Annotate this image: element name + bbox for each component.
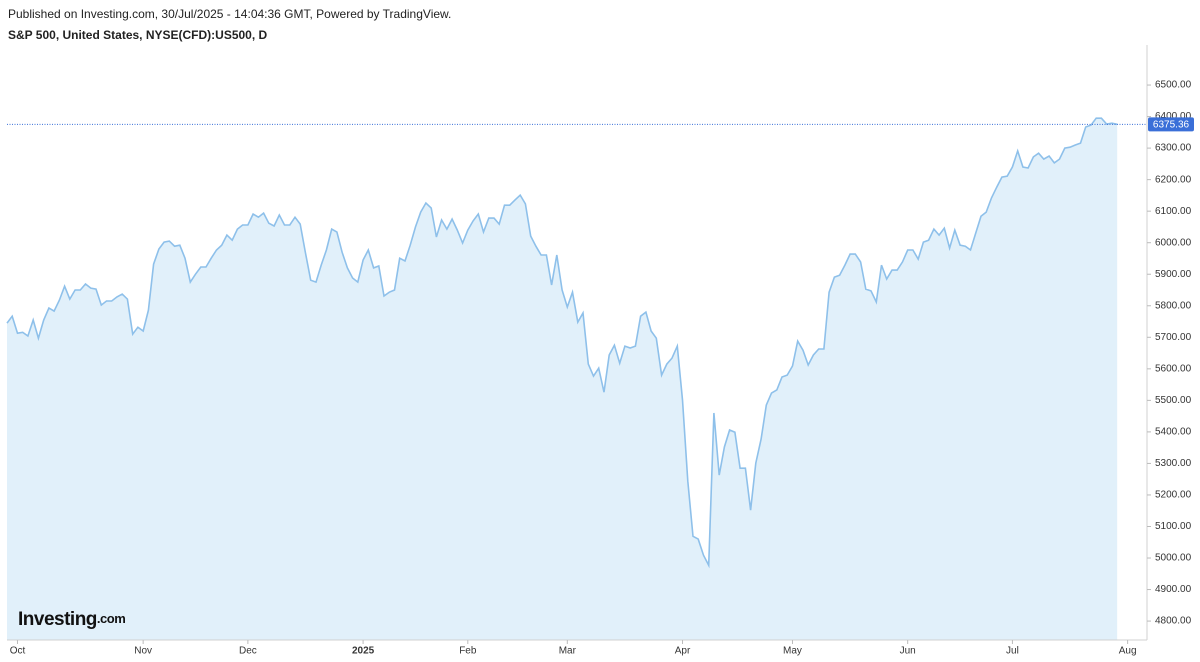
y-tick-label: 5500.00: [1155, 395, 1192, 406]
price-label: 6375.36: [1153, 119, 1190, 130]
header: Published on Investing.com, 30/Jul/2025 …: [8, 7, 451, 21]
x-tick-label: Feb: [459, 646, 477, 657]
y-tick-label: 5700.00: [1155, 332, 1192, 343]
y-tick-label: 6000.00: [1155, 237, 1192, 248]
x-tick-label: Apr: [675, 646, 691, 657]
y-tick-label: 4900.00: [1155, 584, 1192, 595]
x-tick-label: Mar: [559, 646, 577, 657]
x-tick-label: 2025: [352, 646, 375, 657]
price-tag: [1148, 117, 1194, 132]
y-tick-label: 5200.00: [1155, 490, 1192, 501]
y-tick-label: 6500.00: [1155, 80, 1192, 91]
x-tick-label: Jul: [1006, 646, 1019, 657]
logo: Investing.com: [18, 609, 125, 630]
x-tick-label: Jun: [900, 646, 916, 657]
x-tick-label: May: [783, 646, 802, 657]
y-tick-label: 5600.00: [1155, 363, 1192, 374]
x-tick-label: Nov: [134, 646, 152, 657]
x-tick-label: Dec: [239, 646, 257, 657]
x-tick-label: Aug: [1119, 646, 1137, 657]
y-tick-label: 6200.00: [1155, 174, 1192, 185]
y-tick-label: 5900.00: [1155, 269, 1192, 280]
y-tick-label: 5400.00: [1155, 427, 1192, 438]
y-tick-label: 6100.00: [1155, 206, 1192, 217]
plot-area: [6, 117, 1118, 640]
y-tick-label: 6300.00: [1155, 143, 1192, 154]
chart-title: S&P 500, United States, NYSE(CFD):US500,…: [8, 28, 268, 42]
y-tick-label: 5300.00: [1155, 458, 1192, 469]
y-tick-label: 5000.00: [1155, 553, 1192, 564]
x-tick-label: Oct: [10, 646, 26, 657]
y-tick-label: 4800.00: [1155, 616, 1192, 627]
area: [7, 118, 1118, 640]
line: [6, 117, 1118, 569]
y-tick-label: 5100.00: [1155, 521, 1192, 532]
y-tick-label: 5800.00: [1155, 300, 1192, 311]
y-tick-label: 6400.00: [1155, 111, 1192, 122]
